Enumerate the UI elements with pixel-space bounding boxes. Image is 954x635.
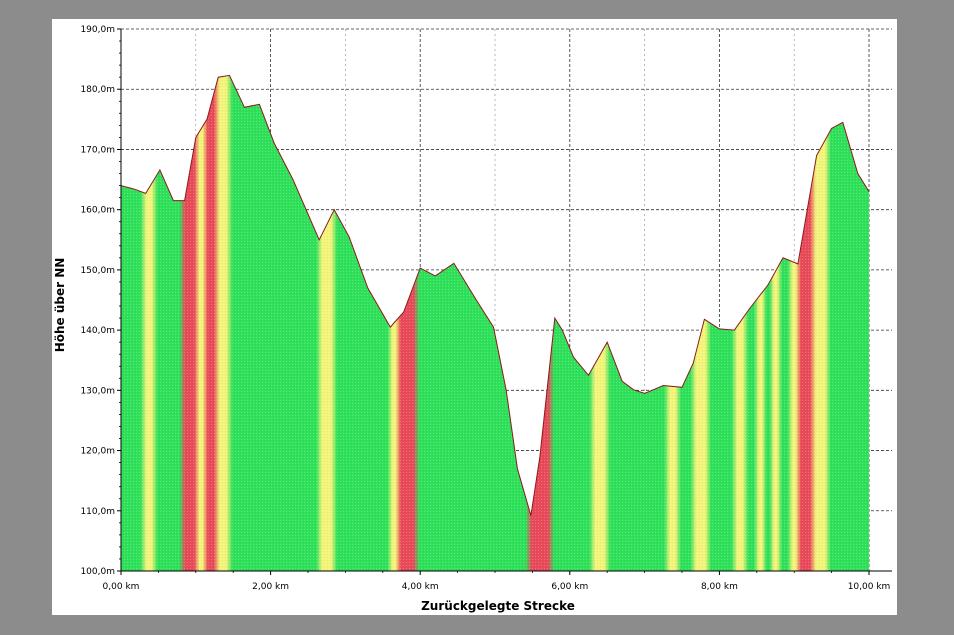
y-tick-label: 120,0m: [80, 447, 115, 457]
x-tick-label: 8,00 km: [701, 582, 738, 592]
y-tick-label: 160,0m: [80, 206, 115, 216]
x-tick-label: 4,00 km: [402, 582, 439, 592]
y-tick-label: 150,0m: [80, 266, 115, 276]
x-tick-label: 0,00 km: [103, 582, 140, 592]
y-tick-label: 180,0m: [80, 85, 115, 95]
x-tick-label: 2,00 km: [252, 582, 289, 592]
y-tick-label: 170,0m: [80, 145, 115, 155]
elevation-profile-chart: 100,0m 110,0m 120,0m 130,0m 140,0m 150,0m 160,…: [53, 25, 892, 613]
x-axis-ticks: 0,00 km 2,00 km 4,00 km 6,00 km 8,00 km 10,00…: [103, 571, 891, 592]
y-tick-label: 100,0m: [80, 567, 115, 577]
y-tick-label: 140,0m: [80, 326, 115, 336]
x-tick-label: 10,00 km: [848, 582, 891, 592]
y-axis-ticks: 100,0m 110,0m 120,0m 130,0m 140,0m 150,0m 160,…: [80, 25, 121, 577]
x-axis-title: Zurückgelegte Strecke: [421, 599, 575, 613]
chart-window: 100,0m 110,0m 120,0m 130,0m 140,0m 150,0m 160,…: [52, 19, 897, 615]
elevation-line: [121, 74, 870, 516]
y-tick-label: 190,0m: [80, 25, 115, 35]
y-tick-label: 110,0m: [80, 507, 115, 517]
x-tick-label: 6,00 km: [551, 582, 588, 592]
y-axis-title: Höhe über NN: [53, 258, 67, 353]
y-tick-label: 130,0m: [80, 386, 115, 396]
